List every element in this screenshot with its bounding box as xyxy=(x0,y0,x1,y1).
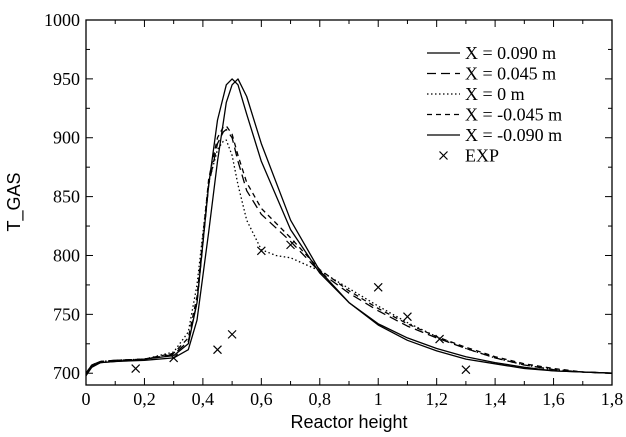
y-tick-label: 900 xyxy=(53,128,80,148)
exp-point xyxy=(461,365,471,375)
tick-labels: 0 0,2 0,4 0,6 0,8 1 1,2 1,4 1,6 1,8 700 750 800 850 90… xyxy=(44,10,623,409)
legend-label-2: X = 0.045 m xyxy=(465,64,556,84)
legend-label-exp: EXP xyxy=(465,146,499,166)
y-tick-label: 950 xyxy=(53,69,80,89)
exp-point xyxy=(131,364,141,373)
axis-ticks xyxy=(85,19,613,385)
x-tick-label: 1,6 xyxy=(542,389,565,409)
x-tick-label: 0,2 xyxy=(133,389,156,409)
series-line-2 xyxy=(86,128,612,374)
y-axis-title: T_GAS xyxy=(4,172,25,231)
x-tick-label: 1 xyxy=(374,389,383,409)
exp-point xyxy=(403,312,412,322)
x-tick-label: 0 xyxy=(82,389,91,409)
legend-label-3: X = 0 m xyxy=(465,84,525,104)
exp-point xyxy=(435,334,445,344)
series-line-4 xyxy=(86,125,612,374)
exp-points xyxy=(131,240,471,375)
series-lines xyxy=(86,78,612,376)
exp-point xyxy=(169,353,179,363)
legend: X = 0.090 mX = 0.045 mX = 0 mX = -0.045 … xyxy=(427,43,562,166)
y-tick-label: 700 xyxy=(53,363,80,383)
exp-point xyxy=(227,329,237,339)
x-tick-label: 1,8 xyxy=(601,389,624,409)
x-tick-label: 0,8 xyxy=(309,389,332,409)
exp-point xyxy=(286,240,295,250)
x-tick-label: 0,6 xyxy=(250,389,273,409)
legend-label-1: X = 0.090 m xyxy=(465,43,556,63)
y-tick-label: 800 xyxy=(53,245,80,265)
y-tick-label: 750 xyxy=(53,304,80,324)
x-tick-label: 1,2 xyxy=(425,389,448,409)
plot-frame xyxy=(85,19,613,386)
x-tick-label: 0,4 xyxy=(192,389,215,409)
legend-label-5: X = -0.090 m xyxy=(465,125,562,145)
legend-label-4: X = -0.045 m xyxy=(465,105,562,125)
x-axis-title: Reactor height xyxy=(290,412,407,432)
exp-point xyxy=(213,345,222,355)
x-tick-label: 1,4 xyxy=(484,389,507,409)
legend-swatch-exp xyxy=(439,151,448,160)
y-tick-label: 1000 xyxy=(44,10,80,30)
y-tick-label: 850 xyxy=(53,187,80,207)
series-line-5 xyxy=(86,78,612,376)
exp-point xyxy=(373,282,383,292)
exp-point xyxy=(256,246,266,256)
series-line-3 xyxy=(86,139,612,374)
